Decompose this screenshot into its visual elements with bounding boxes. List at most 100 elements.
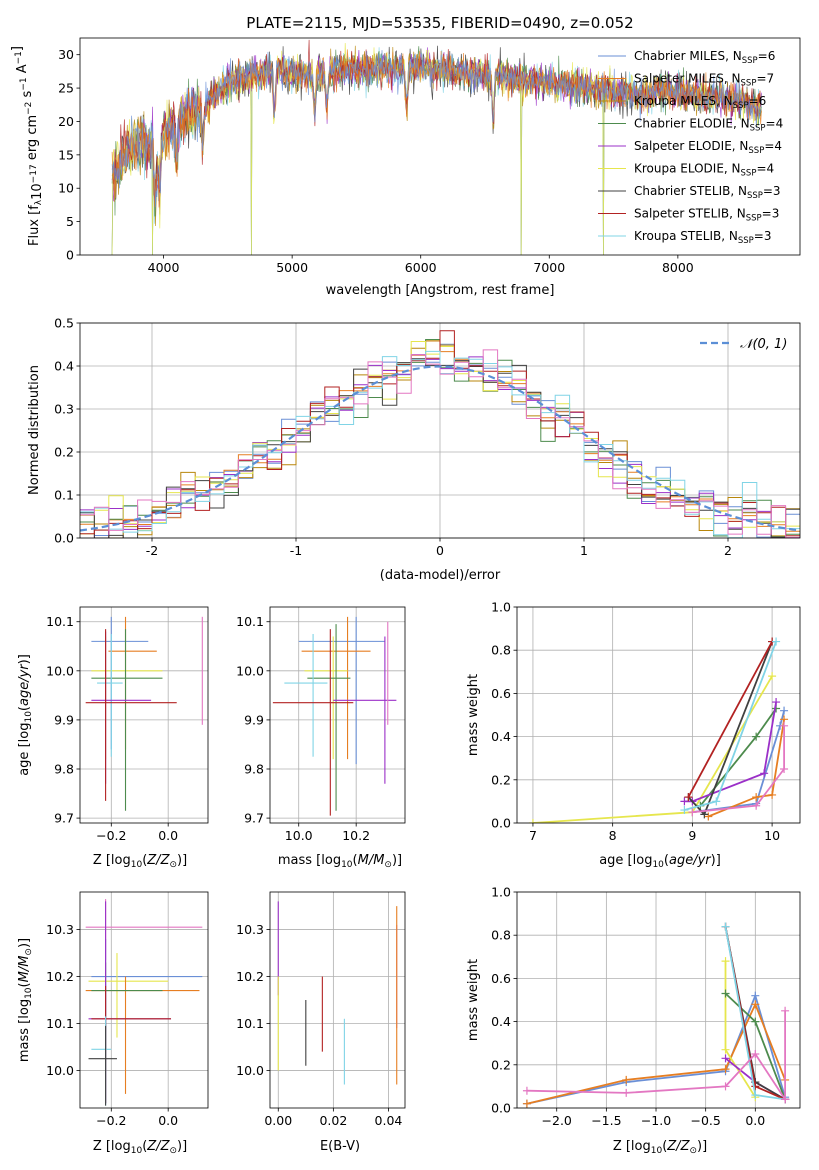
z-age-x-label: Z [log10(Z/Z⊙)]: [93, 853, 187, 870]
ebv_vs_mass-y-tick-label: 10.2: [236, 969, 264, 984]
mass-y-label-part: mass [log: [17, 999, 32, 1062]
age-y-label-part: (: [17, 706, 32, 711]
residuals-y-tick-label: 0.3: [54, 402, 74, 417]
spectrum-x-label: wavelength [Angstrom, rest frame]: [326, 283, 555, 298]
spectrum-y-label-part: ]: [10, 46, 25, 51]
age_vs_weight-plot-area: [528, 637, 789, 823]
z_vs_weight-series-line: [526, 1010, 786, 1103]
age_vs_weight-point-marker: [688, 808, 697, 817]
spectrum-y-tick-label: 30: [58, 47, 74, 62]
mass-age-x-label: mass [log10(M/M⊙)]: [278, 853, 402, 870]
z_vs_weight-point-marker: [751, 1050, 760, 1058]
chart-title: PLATE=2115, MJD=53535, FIBERID=0490, z=0…: [246, 14, 633, 32]
mass-y-label-part: )]: [17, 938, 32, 948]
z_vs_weight-point-marker: [622, 1088, 631, 1097]
z-weight-x-label-part: Z [log: [613, 1139, 651, 1154]
age_vs_weight-y-tick-label: 0.0: [491, 816, 511, 831]
age_vs_weight-point-marker: [752, 801, 761, 810]
age-weight-x-label-part: (: [664, 853, 669, 868]
residual-histogram: [80, 349, 800, 538]
age_vs_weight-point-marker: [772, 637, 781, 646]
weight-y-label: mass weight: [466, 674, 481, 756]
spectrum-y-label-part: −2: [24, 102, 34, 115]
z_vs_age-y-tick-label: 9.7: [54, 811, 74, 826]
age_vs_weight-point-marker: [768, 672, 777, 681]
legend-label-sub: SSP: [741, 169, 757, 179]
z_vs_age-frame: [79, 606, 209, 824]
age_vs_weight-x-tick-label: 8: [609, 828, 617, 843]
mass-age-x-label-part: 10: [341, 860, 353, 870]
mass_vs_age-x-tick-label: 10.0: [285, 828, 313, 843]
age_vs_weight-point-marker: [752, 793, 761, 802]
z_vs_mass-x-tick-label: 0.0: [158, 1113, 178, 1128]
residuals-x-tick-label: -1: [290, 543, 302, 558]
z_vs_weight-point-marker: [721, 1082, 730, 1091]
z_vs_weight-point-marker: [522, 1086, 531, 1095]
residuals-frame: [79, 322, 801, 539]
residual-histogram: [80, 330, 800, 537]
z_vs_weight-point-marker: [721, 989, 730, 998]
age_vs_weight-series-line: [692, 710, 785, 814]
legend-label-tail: =7: [756, 72, 774, 86]
age_vs_weight-point-marker: [752, 732, 761, 741]
age-weight-x-label-part: )]: [711, 853, 721, 868]
mass-y-label: mass [log10(M/M⊙)]: [17, 938, 34, 1062]
mass-y-label-part: 10: [24, 987, 34, 999]
age_vs_weight-series-line: [692, 725, 785, 814]
spectrum-y-tick-label: 0: [66, 248, 74, 263]
ebv_vs_mass-y-tick-label: 10.3: [236, 922, 264, 937]
spectrum-y-label-part: λ: [34, 199, 44, 205]
ebv_vs_mass-x-tick-label: 0.02: [319, 1113, 347, 1128]
z_vs_mass-x-tick-label: −0.2: [96, 1113, 126, 1128]
spectrum-y-label-part: −1: [19, 77, 29, 90]
z-weight-x-label-part: ⊙: [689, 1146, 697, 1156]
z_vs_mass-y-tick-label: 10.0: [46, 1063, 74, 1078]
z_vs_weight-x-tick-label: −0.5: [690, 1113, 720, 1128]
age_vs_weight-point-marker: [780, 706, 789, 715]
z_vs_weight-point-marker: [781, 1095, 790, 1104]
age_vs_weight-point-marker: [528, 819, 537, 823]
z-age-x-label-part: 10: [131, 860, 143, 870]
spectrum-plot-area: [111, 39, 762, 255]
residuals-plot-area: [80, 330, 800, 538]
legend-label-sub: SSP: [738, 236, 754, 246]
legend-label-base: Chabrier MILES, N: [634, 49, 742, 63]
ebv_vs_mass-x-tick-label: 0.00: [264, 1113, 292, 1128]
z_vs_age-x-tick-label: 0.0: [158, 828, 178, 843]
age-y-label-part: age [log: [17, 723, 32, 776]
residual-histogram: [80, 350, 800, 538]
z-mass-x-label-part: Z [log: [93, 1139, 131, 1154]
residuals-y-label: Normed distribution: [27, 365, 42, 495]
z-mass-x-label-part: (: [142, 1139, 147, 1154]
age_vs_weight-point-marker: [780, 765, 789, 773]
legend-label-base: Salpeter MILES, N: [634, 72, 741, 86]
mass-age-x-label-part: ⊙: [384, 860, 392, 870]
age-y-label: age [log10(age/yr)]: [17, 654, 34, 776]
z-weight-x-label-part: Z/Z: [666, 1139, 690, 1154]
z_vs_age-y-tick-label: 10.0: [46, 663, 74, 678]
residuals-y-tick-label: 0.1: [54, 488, 74, 503]
spectrum-y-label-part: −1: [14, 51, 24, 64]
legend-label-base: Kroupa STELIB, N: [634, 229, 738, 243]
mass-age-x-label-part: mass [log: [278, 853, 341, 868]
spectrum-y-label-part: s: [20, 90, 35, 101]
spectrum-x-tick-label: 8000: [662, 260, 694, 275]
legend-label: Chabrier STELIB, NSSP=3: [634, 184, 781, 201]
mass-y-label-part: (: [17, 982, 32, 987]
legend-label-tail: =3: [762, 207, 780, 221]
z-age-x-label-part: Z [log: [93, 853, 131, 868]
mass_vs_age-y-tick-label: 10.1: [236, 614, 264, 629]
legend-label-tail: =3: [754, 229, 772, 243]
ebv_vs_mass-grid: [270, 892, 405, 1108]
z_vs_weight-point-marker: [751, 1017, 760, 1026]
spectrum-y-tick-label: 10: [58, 181, 74, 196]
z-age-x-label-part: Z/Z: [146, 853, 170, 868]
age_vs_weight-point-marker: [680, 797, 689, 806]
legend-label-sub: SSP: [750, 124, 766, 134]
z_vs_weight-point-marker: [522, 1099, 531, 1108]
ebv_vs_mass-y-tick-label: 10.0: [236, 1063, 264, 1078]
age_vs_weight-series-line: [687, 641, 773, 817]
ebv-x-label: E(B-V): [320, 1139, 360, 1154]
legend-label-sub: SSP: [733, 101, 749, 111]
age_vs_weight-y-tick-label: 0.8: [491, 643, 511, 658]
